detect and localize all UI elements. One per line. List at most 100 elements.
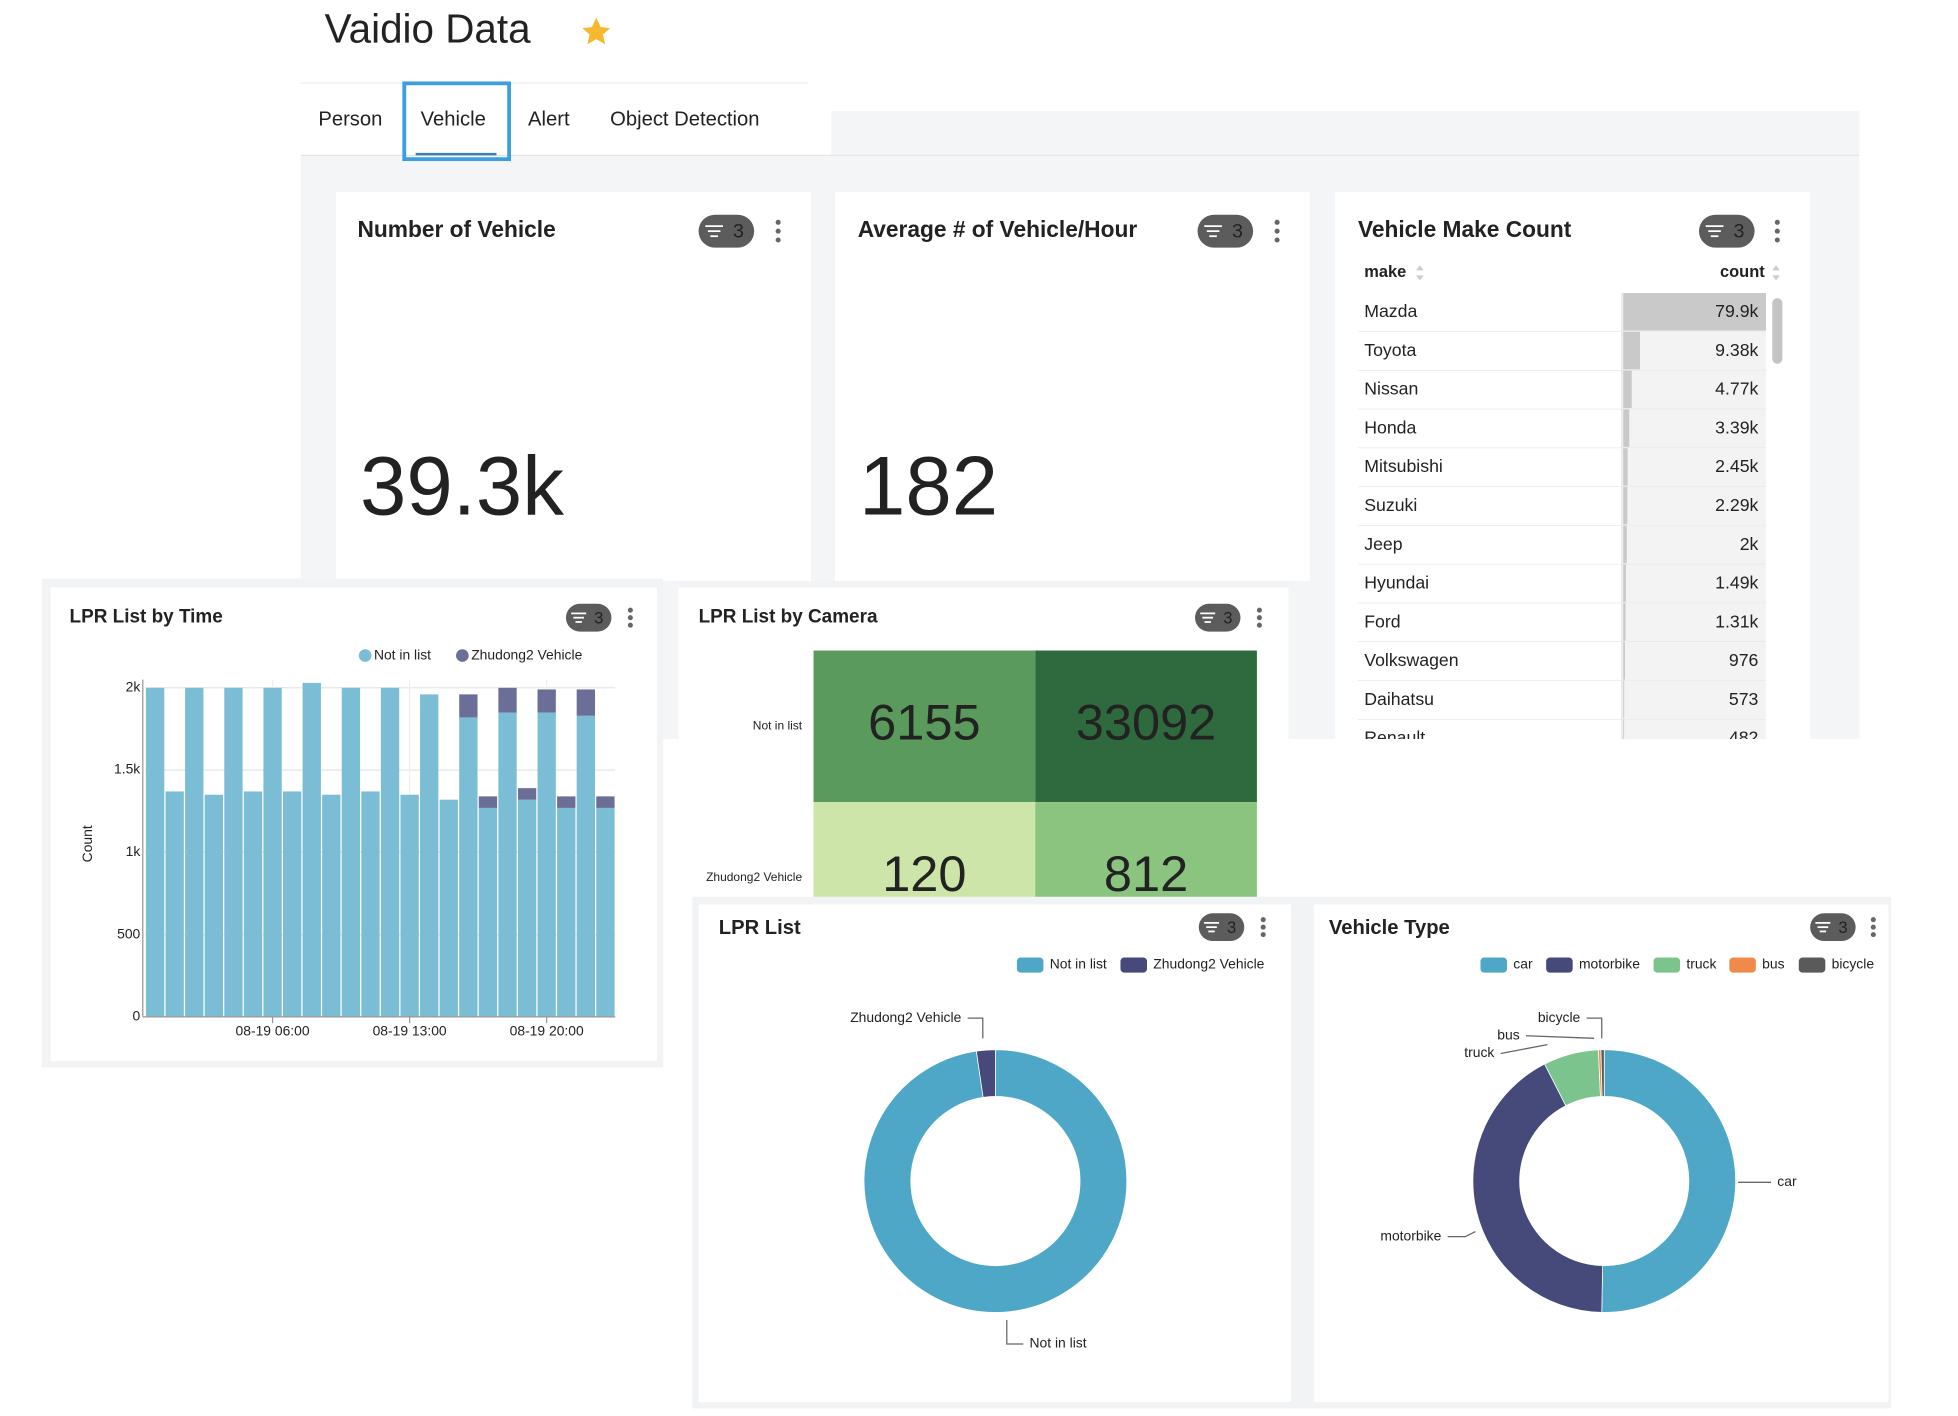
legend-label[interactable]: Zhudong2 Vehicle [1153,956,1264,972]
filter-badge[interactable]: 3 [1198,913,1245,942]
bar [459,717,478,1017]
count-label: 9.38k [1715,340,1758,360]
favorite-star[interactable] [582,17,611,45]
column-header: count [1720,263,1765,281]
legend-swatch [1480,957,1507,973]
count-label: 573 [1729,689,1759,709]
bar [341,687,361,1017]
donut-slice [1601,1049,1737,1313]
filter-count: 3 [1232,221,1243,243]
panel-title: Vehicle Make Count [1358,216,1572,242]
bar [243,791,263,1017]
y-tick-label: 1k [126,843,141,859]
bar [283,791,302,1017]
cell-value: 812 [1104,845,1188,902]
cell-value: 33092 [1076,694,1216,751]
filter-count: 3 [1227,918,1236,937]
bar [165,791,184,1017]
legend-label[interactable]: Not in list [374,646,431,662]
y-tick-label: 1.5k [114,761,140,777]
bar [517,788,537,800]
badge-bg [698,214,755,248]
count-bar [1623,525,1627,564]
legend-swatch [1546,957,1573,973]
count-bar [1623,564,1626,603]
filter-count: 3 [1838,918,1847,937]
menu-dot [775,219,781,225]
legend-label[interactable]: motorbike [1579,956,1640,972]
count-label: 1.49k [1715,573,1758,593]
panel-menu[interactable] [627,607,633,628]
sort-icon[interactable] [1772,265,1780,281]
legend-label[interactable]: truck [1686,956,1716,972]
count-label: 2.29k [1715,495,1758,515]
panel-menu[interactable] [775,219,781,243]
make-cell: Honda [1364,417,1416,437]
count-bar [1623,331,1640,370]
legend-swatch [1120,957,1147,973]
leader-line [1586,1017,1603,1039]
panel-menu[interactable] [1260,917,1266,938]
panel-title: LPR List by Camera [699,607,878,628]
panel [835,192,1310,582]
count-cell [1623,331,1766,371]
badge-bg [1195,603,1241,632]
bar [537,689,556,713]
legend-label[interactable]: bicycle [1832,956,1875,972]
panel-menu[interactable] [1870,917,1876,938]
tab-focus [402,81,511,162]
tab[interactable]: Vehicle [421,108,486,130]
filter-badge[interactable]: 3 [1195,603,1241,632]
bar [224,687,243,1017]
legend-label[interactable]: bus [1762,956,1784,972]
legend-label[interactable]: car [1513,956,1533,972]
panel-menu[interactable] [1256,607,1262,628]
filter-badge[interactable]: 3 [1810,913,1856,942]
panel-title: Number of Vehicle [358,216,556,242]
table-body: Mazda 79.9k Toyota 9.38k Nissan 4.77k Honda 3.3… [1357,293,1766,739]
y-tick-label: 500 [117,925,140,941]
heat-cell [1035,802,1257,897]
count-label: 4.77k [1715,379,1758,399]
filter-badge[interactable]: 3 [698,214,755,248]
x-tick-label: 08-19 06:00 [236,1023,310,1039]
filter-badge[interactable]: 3 [1699,214,1755,248]
tab[interactable]: Person [318,108,382,130]
menu-dot [1870,917,1876,923]
scrollbar[interactable] [1772,298,1783,364]
legend-swatch [1016,957,1044,973]
bar-panel: LPR List by Time 3 0 500 1k 1.5k 2k Count 08-19 … [41,578,664,1068]
tab[interactable]: Alert [528,108,570,130]
leader-line [1006,1320,1024,1345]
bar [361,791,380,1017]
count-bar [1623,642,1625,680]
cell-value: 120 [882,845,966,902]
filter-badge[interactable]: 3 [565,603,612,632]
sort-icon[interactable] [1416,265,1424,281]
make-cell: Hyundai [1364,573,1429,593]
panel-menu[interactable] [1274,219,1280,243]
panel-menu[interactable] [1774,219,1780,243]
legend-swatch [1729,957,1756,973]
menu-dot [1256,607,1262,613]
legend-label[interactable]: Not in list [1050,956,1107,972]
panel-title: LPR List [719,917,801,939]
menu-dot [775,228,781,234]
menu-dot [1774,237,1780,243]
heatmap-panel: LPR List by Camera 3 Not in list 6155 33092 Z… [678,581,1289,902]
bar [400,794,419,1017]
badge-bg [565,603,612,632]
legend-label[interactable]: Zhudong2 Vehicle [471,646,582,662]
filter-badge[interactable]: 3 [1197,214,1254,248]
bar [498,712,517,1017]
count-bar [1623,448,1628,486]
bar [557,796,576,808]
make-cell: Toyota [1364,340,1416,360]
tab[interactable]: Object Detection [610,108,759,130]
menu-dot [1870,932,1876,938]
donut-panel: Vehicle Type 3 car car motorbike motorbike tru… [1313,904,1889,1403]
bar [380,687,400,1017]
count-label: 976 [1729,650,1759,670]
x-tick-label: 08-19 13:00 [373,1023,447,1039]
bar [596,807,615,1017]
